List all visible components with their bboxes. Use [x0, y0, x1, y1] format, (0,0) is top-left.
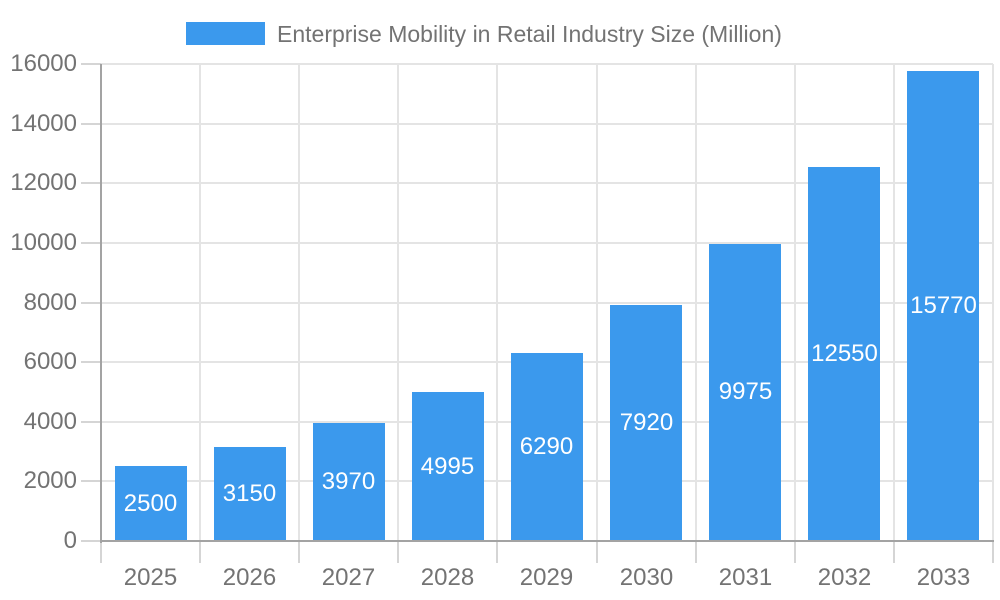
- bar-value-label: 15770: [910, 292, 977, 319]
- y-tick: [81, 123, 101, 125]
- x-tick: [596, 541, 598, 563]
- bar-value-label: 12550: [811, 340, 878, 367]
- x-tick-label: 2026: [222, 564, 277, 591]
- x-tick: [893, 541, 895, 563]
- x-tick-label: 2033: [916, 564, 971, 591]
- bar: [511, 353, 583, 540]
- v-gridline: [596, 64, 598, 541]
- bar-value-label: 6290: [519, 433, 574, 460]
- y-tick-label: 8000: [23, 289, 77, 316]
- x-tick-label: 2030: [619, 564, 674, 591]
- bar-value-label: 3150: [222, 480, 277, 507]
- x-tick-label: 2029: [519, 564, 574, 591]
- v-gridline: [794, 64, 796, 541]
- x-tick-label: 2028: [420, 564, 475, 591]
- bar: [115, 466, 187, 540]
- y-tick: [81, 242, 101, 244]
- legend-label[interactable]: Enterprise Mobility in Retail Industry S…: [277, 21, 782, 47]
- x-tick: [298, 541, 300, 563]
- y-tick-label: 14000: [10, 110, 77, 137]
- x-tick-label: 2032: [817, 564, 872, 591]
- bar: [214, 447, 286, 540]
- y-tick-label: 4000: [23, 408, 77, 435]
- x-tick-label: 2027: [321, 564, 376, 591]
- h-gridline: [101, 63, 993, 65]
- y-tick: [81, 302, 101, 304]
- y-tick-label: 2000: [23, 467, 77, 494]
- bar-value-label: 9975: [718, 378, 773, 405]
- bar: [412, 392, 484, 540]
- x-tick: [199, 541, 201, 563]
- x-tick: [794, 541, 796, 563]
- h-gridline: [101, 123, 993, 125]
- x-tick: [992, 541, 994, 563]
- x-axis-line: [100, 540, 994, 542]
- bar-value-label: 4995: [420, 453, 475, 480]
- y-tick: [81, 480, 101, 482]
- y-tick: [81, 361, 101, 363]
- bar: [907, 71, 979, 540]
- y-tick-label: 6000: [23, 348, 77, 375]
- bar: [808, 167, 880, 540]
- y-tick-label: 0: [63, 527, 77, 554]
- y-tick: [81, 540, 101, 542]
- y-tick: [81, 63, 101, 65]
- x-tick: [496, 541, 498, 563]
- y-tick-label: 12000: [10, 169, 77, 196]
- bar-value-label: 2500: [123, 490, 178, 517]
- bar-value-label: 7920: [619, 409, 674, 436]
- y-tick-label: 16000: [10, 50, 77, 77]
- v-gridline: [199, 64, 201, 541]
- legend-swatch-icon[interactable]: [186, 22, 265, 45]
- y-tick: [81, 182, 101, 184]
- y-axis-line: [100, 64, 102, 543]
- x-tick-label: 2025: [123, 564, 178, 591]
- x-tick: [695, 541, 697, 563]
- bar: [709, 244, 781, 540]
- v-gridline: [695, 64, 697, 541]
- y-tick: [81, 421, 101, 423]
- bar-value-label: 3970: [321, 468, 376, 495]
- x-tick: [397, 541, 399, 563]
- x-tick: [100, 541, 102, 563]
- y-tick-label: 10000: [10, 229, 77, 256]
- x-tick-label: 2031: [718, 564, 773, 591]
